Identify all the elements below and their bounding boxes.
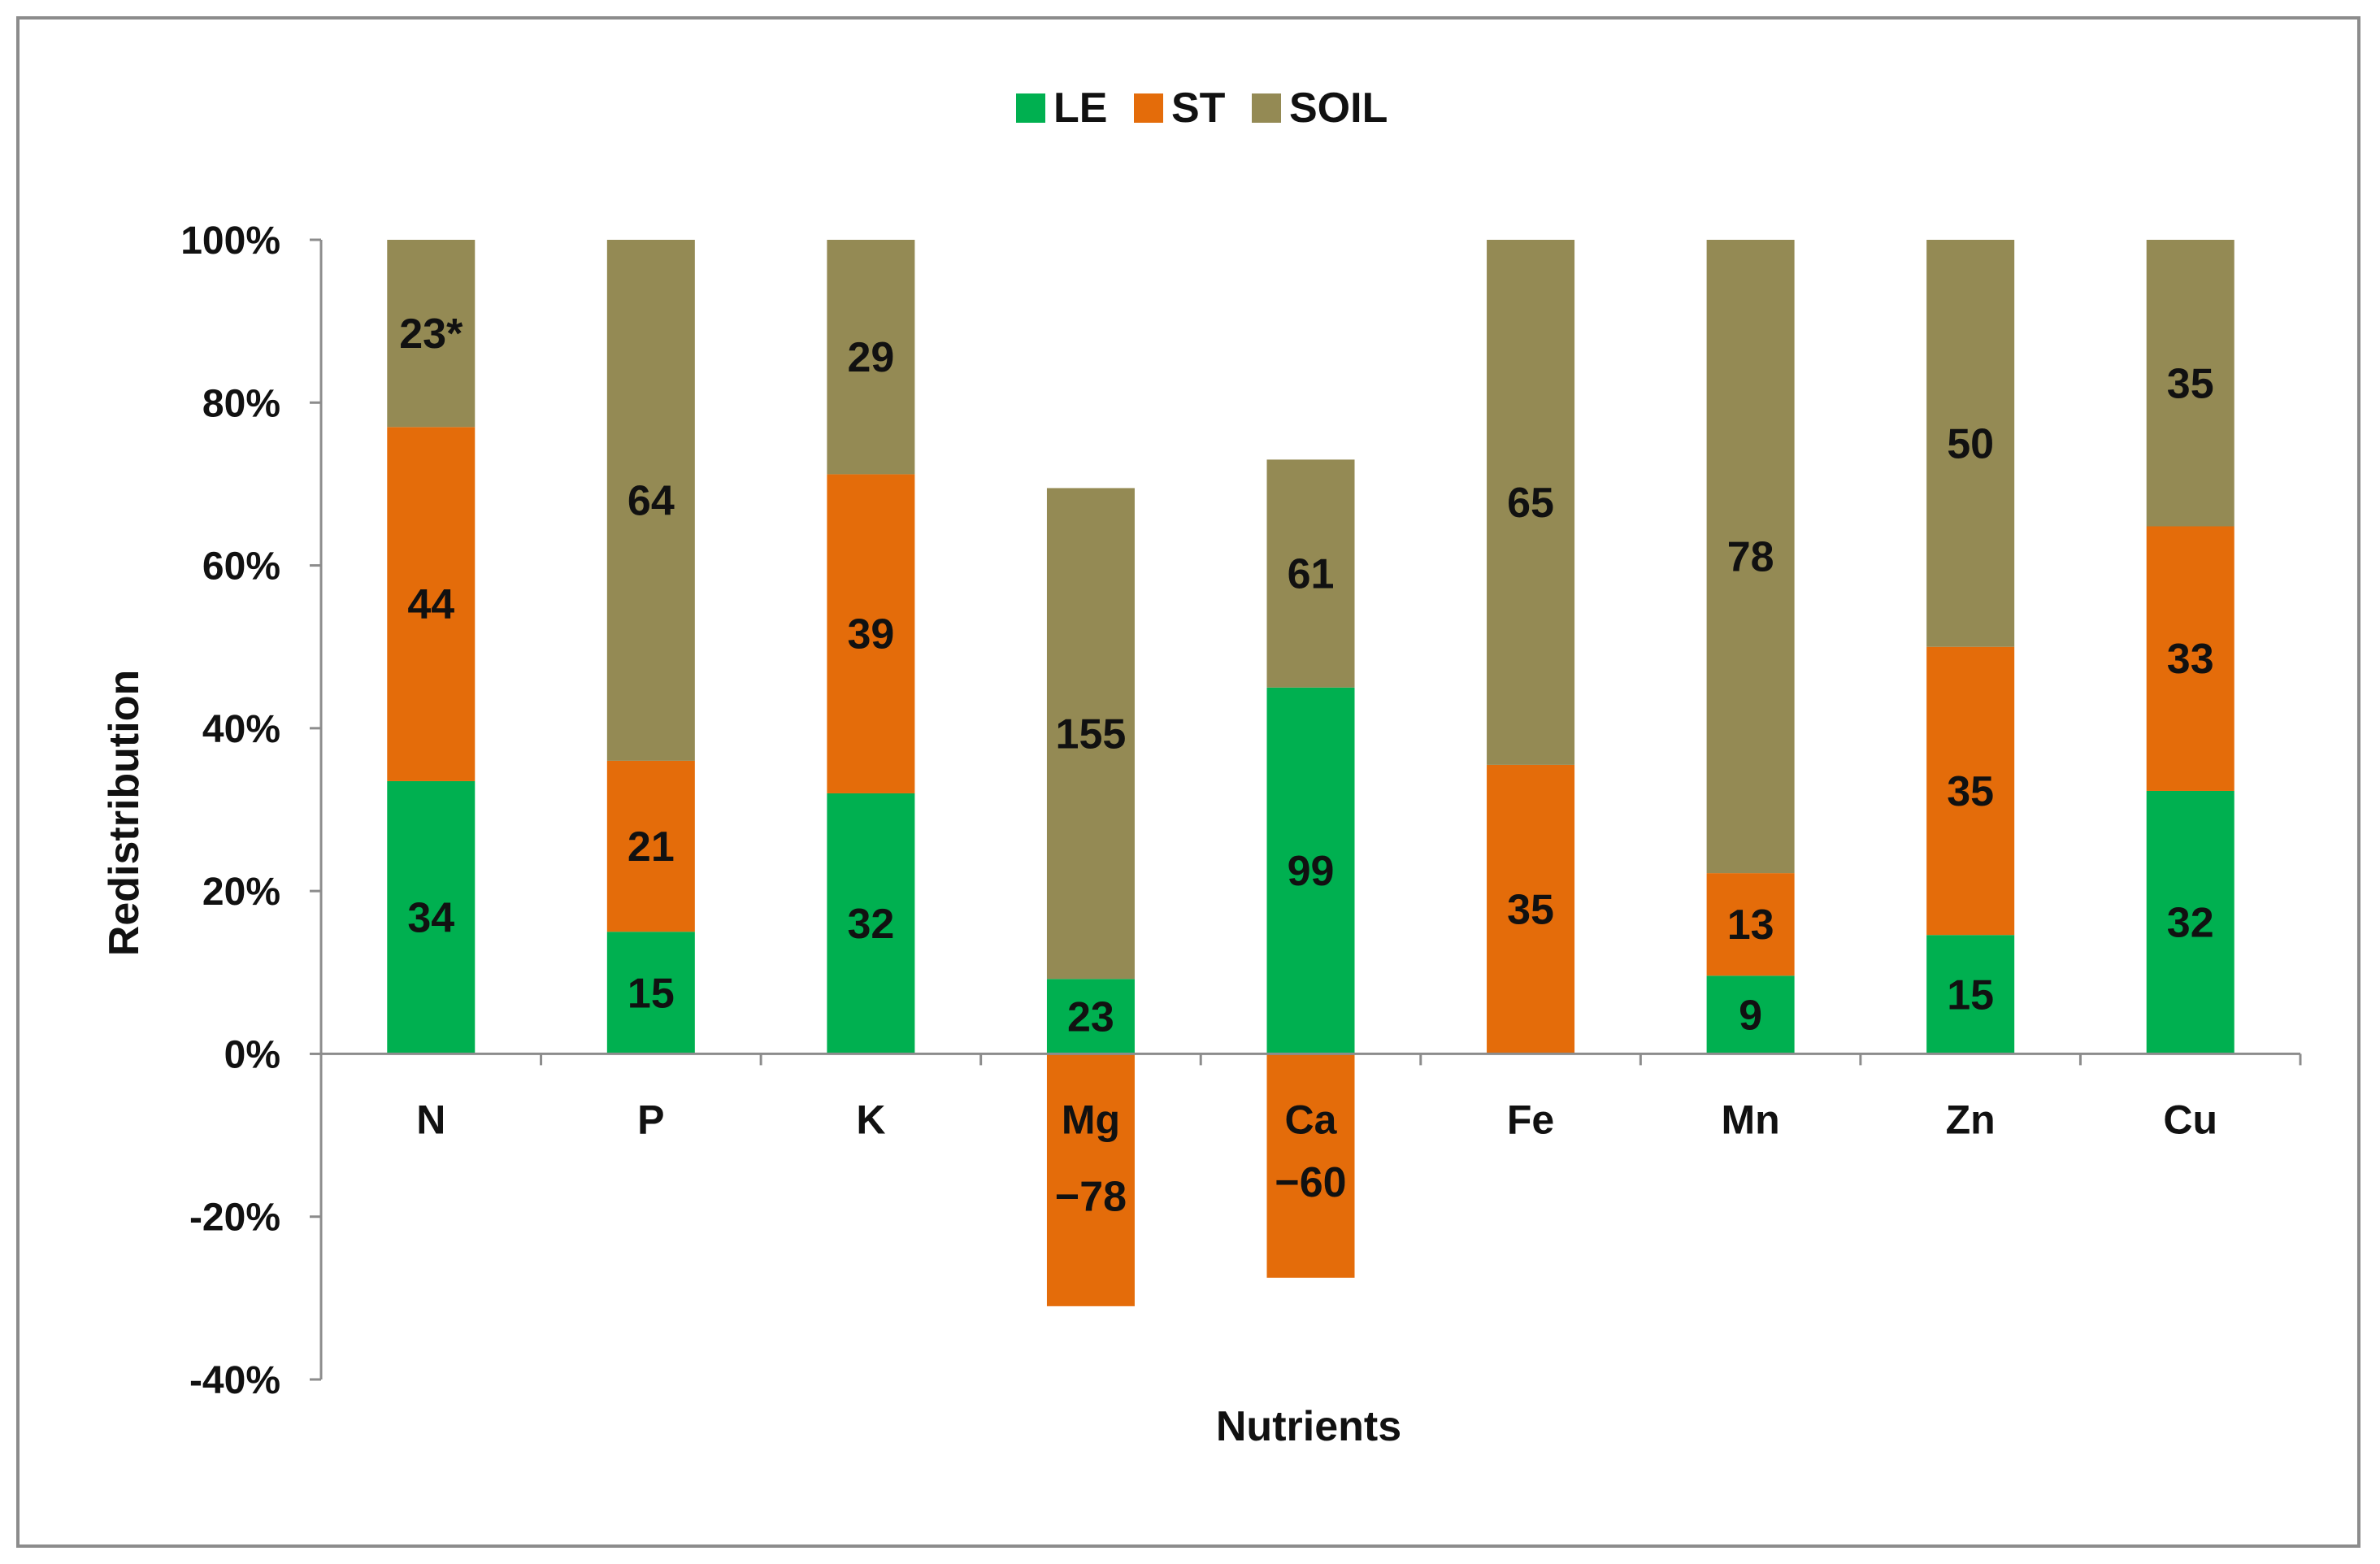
data-label: 15 (1947, 971, 1994, 1019)
x-tick-label: Mg (1062, 1097, 1120, 1142)
data-label: 99 (1288, 848, 1335, 895)
bar-soil-k (827, 240, 915, 475)
data-label: 44 (407, 581, 454, 628)
bar-st-cu (2146, 526, 2235, 791)
bar-soil-cu (2146, 240, 2235, 527)
bar-le-mn (1706, 975, 1795, 1054)
bar-le-mg (1046, 979, 1135, 1054)
bar-st-n (387, 427, 476, 781)
data-label: 13 (1727, 901, 1774, 949)
bar-le-k (827, 793, 915, 1054)
bar-soil-zn (1926, 240, 2015, 647)
x-tick-label: Fe (1507, 1097, 1554, 1142)
data-label: 32 (2167, 900, 2214, 947)
data-label: 9 (1739, 992, 1762, 1039)
y-tick-label: 40% (202, 708, 280, 751)
legend-swatch-st (1134, 93, 1163, 123)
data-label: 29 (847, 334, 894, 381)
data-label: 35 (1947, 768, 1994, 815)
data-label: 21 (628, 823, 675, 871)
bar-le-n (387, 780, 476, 1054)
bar-le-cu (2146, 790, 2235, 1054)
data-label: 23 (1067, 993, 1114, 1040)
data-label: 61 (1288, 551, 1335, 598)
x-tick-label: Mn (1722, 1097, 1780, 1142)
bar-soil-p (606, 240, 695, 761)
x-axis: N P K Mg Ca Fe Mn Zn Cu (319, 1052, 2302, 1142)
bar-soil-n (387, 240, 476, 428)
x-tick-label: K (856, 1097, 885, 1142)
data-label: 64 (628, 477, 675, 524)
legend-swatch-soil (1252, 93, 1281, 123)
data-label: 23* (399, 311, 463, 358)
bar-le-ca (1266, 687, 1355, 1054)
data-label: 65 (1507, 480, 1554, 527)
data-label: −60 (1275, 1159, 1346, 1206)
bar-soil-mg (1046, 488, 1135, 980)
y-axis-title: Redistribution (101, 670, 148, 956)
bar-st-k (827, 474, 915, 793)
legend: LE ST SOIL (1016, 85, 1388, 132)
x-tick-label: P (637, 1097, 664, 1142)
data-label: 15 (628, 970, 675, 1017)
bar-st-mn (1706, 873, 1795, 976)
data-label: 50 (1947, 420, 1994, 467)
bar-soil-ca (1266, 459, 1355, 688)
y-tick-label: 20% (202, 871, 280, 914)
y-tick-label: 80% (202, 382, 280, 425)
bar-st-ca (1266, 1054, 1355, 1278)
data-label: 35 (2167, 360, 2214, 407)
y-axis: -40% -20% 0% 20% 40% 60% 80% 100% (180, 219, 323, 1402)
data-label: 35 (1507, 887, 1554, 934)
x-tick-label: N (416, 1097, 445, 1142)
x-tick-label: Ca (1285, 1097, 1338, 1142)
bars: 34 44 23* 15 21 64 32 39 29 23 −78 155 99 −60 61 35 65 9 1… (387, 240, 2235, 1306)
bar-le-p (606, 932, 695, 1054)
data-label: 32 (847, 901, 894, 948)
data-label: −78 (1055, 1174, 1127, 1221)
y-tick-label: 100% (180, 219, 280, 263)
y-tick-label: 60% (202, 545, 280, 589)
bar-soil-fe (1487, 240, 1575, 765)
data-label: 33 (2167, 636, 2214, 683)
bar-st-mg (1046, 1054, 1135, 1306)
data-label: 78 (1727, 534, 1774, 581)
legend-label-st: ST (1171, 85, 1226, 132)
x-tick-label: Cu (2163, 1097, 2217, 1142)
x-axis-title: Nutrients (1216, 1403, 1401, 1450)
data-label: 155 (1056, 710, 1127, 758)
bar-st-p (606, 760, 695, 932)
bar-soil-mn (1706, 240, 1795, 874)
legend-label-soil: SOIL (1289, 85, 1388, 132)
x-tick-label: Zn (1946, 1097, 1996, 1142)
bar-le-zn (1926, 935, 2015, 1054)
legend-swatch-le (1016, 93, 1045, 123)
bar-st-zn (1926, 646, 2015, 936)
bar-st-fe (1487, 764, 1575, 1054)
legend-label-le: LE (1053, 85, 1107, 132)
data-label: 34 (407, 895, 454, 942)
y-tick-label: 0% (224, 1033, 280, 1076)
data-label: 39 (847, 611, 894, 658)
y-tick-label: -40% (189, 1359, 280, 1402)
y-tick-label: -20% (189, 1197, 280, 1240)
